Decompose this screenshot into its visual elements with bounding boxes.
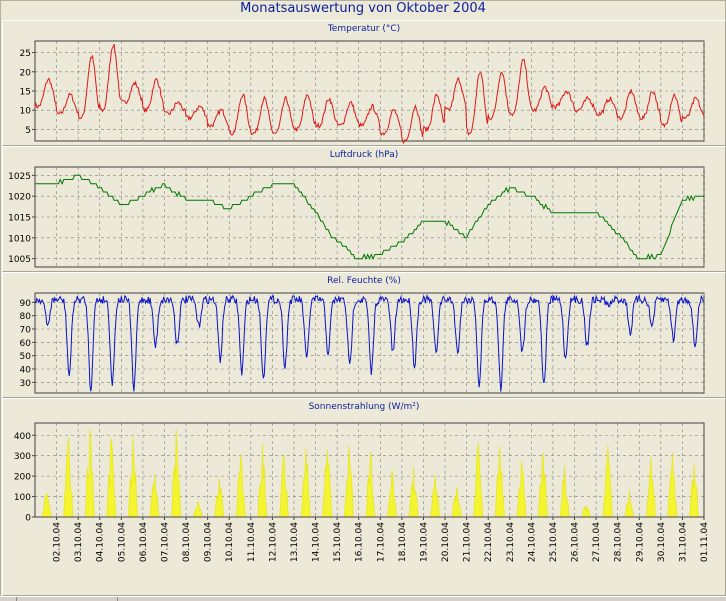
- x-tick-label: 25.10.04: [549, 522, 559, 562]
- y-tick-label: 30: [20, 379, 32, 389]
- x-tick-label: 16.10.04: [355, 522, 365, 562]
- x-tick-label: 13.10.04: [290, 522, 300, 562]
- y-tick-label: 5: [25, 126, 31, 136]
- x-tick-label: 24.10.04: [527, 522, 537, 562]
- temperature-chart: Temperatur (°C) 25 20 15 10 5: [2, 20, 726, 146]
- x-tick-label: 05.10.04: [117, 522, 127, 562]
- x-tick-label: 04.10.04: [96, 522, 106, 562]
- y-tick-label: 80: [20, 312, 32, 322]
- y-tick-label: 50: [20, 352, 32, 362]
- x-tick-label: 07.10.04: [160, 522, 170, 562]
- status-segment: [0, 597, 17, 601]
- y-tick-label: 70: [20, 326, 32, 336]
- x-tick-label: 12.10.04: [268, 522, 278, 562]
- x-tick-label: 21.10.04: [463, 522, 473, 562]
- x-tick-label: 08.10.04: [182, 522, 192, 562]
- y-tick-label: 1005: [8, 255, 31, 265]
- radiation-series-area: [35, 429, 704, 518]
- radiation-chart-title: Sonnenstrahlung (W/m²): [308, 402, 420, 412]
- y-tick-label: 40: [20, 366, 32, 376]
- y-tick-label: 400: [14, 432, 31, 442]
- radiation-plot: 400 300 200 100 0 02.10.04 03.10.04 04.10.04 05.…: [14, 422, 710, 562]
- y-tick-label: 90: [20, 299, 32, 309]
- humidity-chart: Rel. Feuchte (%) 90 80 70 60 50 40 30: [2, 272, 726, 398]
- temperature-plot: 25 20 15 10 5: [20, 40, 705, 144]
- x-tick-label: 14.10.04: [312, 522, 322, 562]
- x-tick-label: 06.10.04: [139, 522, 149, 562]
- x-tick-label: 11.10.04: [247, 522, 257, 562]
- y-tick-label: 1025: [8, 172, 31, 182]
- x-tick-label: 19.10.04: [419, 522, 429, 562]
- y-tick-label: 10: [20, 107, 32, 117]
- y-tick-label: 100: [14, 493, 31, 503]
- y-tick-label: 300: [14, 452, 31, 462]
- y-tick-label: 0: [25, 514, 31, 524]
- pressure-chart-title: Luftdruck (hPa): [329, 150, 399, 160]
- y-tick-label: 200: [14, 473, 31, 483]
- y-tick-label: 25: [20, 49, 31, 59]
- temperature-series-line: [34, 43, 705, 144]
- x-tick-label: 15.10.04: [333, 522, 343, 562]
- x-tick-label: 26.10.04: [571, 522, 581, 562]
- x-tick-label: 10.10.04: [225, 522, 235, 562]
- y-tick-label: 1020: [8, 193, 31, 203]
- x-tick-label: 28.10.04: [614, 522, 624, 562]
- x-tick-label: 03.10.04: [74, 522, 84, 562]
- page-title: Monatsauswertung von Oktober 2004: [240, 1, 486, 16]
- temperature-chart-title: Temperatur (°C): [327, 24, 401, 34]
- y-tick-label: 60: [20, 339, 32, 349]
- x-tick-label: 23.10.04: [506, 522, 516, 562]
- humidity-chart-title: Rel. Feuchte (%): [327, 276, 401, 286]
- y-tick-label: 20: [20, 68, 32, 78]
- pressure-plot: 1025 1020 1015 1010 1005: [8, 166, 705, 268]
- plot-frame: [34, 422, 705, 518]
- x-tick-label: 29.10.04: [635, 522, 645, 562]
- y-tick-label: 1015: [8, 214, 31, 224]
- status-bar: [0, 596, 726, 601]
- x-tick-label: 01.11.04: [700, 522, 710, 562]
- pressure-chart: Luftdruck (hPa) 1025 1020 1015 1010 1005: [2, 146, 726, 272]
- radiation-chart: Sonnenstrahlung (W/m²) 400 300 200 100 0 02.1…: [2, 398, 726, 596]
- humidity-series-line: [34, 293, 705, 392]
- x-tick-label: 27.10.04: [592, 522, 602, 562]
- x-tick-label: 02.10.04: [53, 522, 63, 562]
- x-tick-label: 18.10.04: [398, 522, 408, 562]
- pressure-series-line: [35, 174, 704, 261]
- x-tick-label: 30.10.04: [657, 522, 667, 562]
- x-tick-label: 31.10.04: [678, 522, 688, 562]
- plot-frame: [34, 40, 705, 142]
- x-tick-label: 17.10.04: [376, 522, 386, 562]
- humidity-plot: 90 80 70 60 50 40 30: [20, 292, 705, 394]
- x-tick-label: 20.10.04: [441, 522, 451, 562]
- status-segment: [17, 597, 118, 601]
- y-tick-label: 15: [20, 88, 31, 98]
- x-tick-label: 22.10.04: [484, 522, 494, 562]
- x-tick-label: 09.10.04: [204, 522, 214, 562]
- y-tick-label: 1010: [8, 234, 31, 244]
